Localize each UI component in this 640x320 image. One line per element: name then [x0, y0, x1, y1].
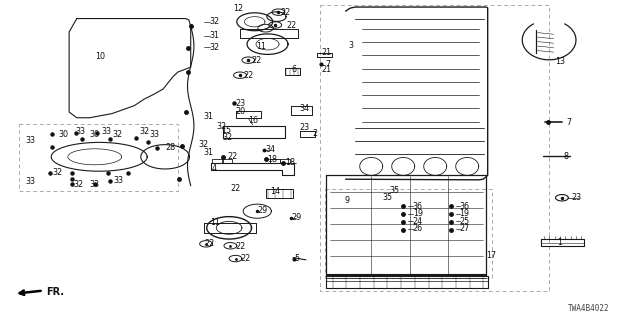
Text: 31: 31	[204, 148, 214, 157]
Bar	[19, 124, 178, 191]
Text: 10: 10	[95, 52, 105, 61]
Text: 22: 22	[236, 242, 246, 251]
Text: 20: 20	[236, 107, 246, 116]
Text: 19: 19	[460, 209, 470, 218]
Text: 4: 4	[211, 164, 216, 173]
Text: 22: 22	[287, 21, 297, 30]
Text: 23: 23	[236, 99, 246, 108]
Text: 32: 32	[210, 43, 220, 52]
Text: 8: 8	[563, 152, 568, 161]
Text: 32: 32	[216, 122, 227, 131]
Text: 1: 1	[557, 238, 562, 247]
Text: 33: 33	[76, 127, 86, 136]
Text: 33: 33	[90, 180, 100, 189]
Text: 30: 30	[90, 130, 100, 139]
Text: 19: 19	[413, 209, 423, 218]
Text: 33: 33	[26, 177, 36, 186]
Text: 32: 32	[140, 127, 150, 136]
Text: 7: 7	[325, 60, 330, 68]
Text: 22: 22	[230, 184, 241, 193]
Text: 29: 29	[257, 206, 268, 215]
Text: 6: 6	[291, 65, 296, 74]
Text: 27: 27	[460, 224, 470, 233]
Text: 32: 32	[52, 168, 63, 177]
Text: 29: 29	[291, 213, 301, 222]
Text: 14: 14	[270, 187, 280, 196]
Text: 33: 33	[26, 136, 36, 145]
Text: 30: 30	[59, 130, 69, 139]
Text: 22: 22	[243, 71, 253, 80]
Text: 33: 33	[149, 130, 159, 139]
Text: FR.: FR.	[46, 287, 64, 297]
Text: 16: 16	[248, 116, 259, 124]
Text: 12: 12	[234, 4, 244, 12]
Text: 22: 22	[227, 152, 237, 161]
Text: 32: 32	[210, 17, 220, 26]
Text: 32: 32	[113, 130, 123, 139]
Text: 31: 31	[204, 112, 214, 121]
Text: 18: 18	[268, 155, 278, 164]
Text: TWA4B4022: TWA4B4022	[568, 304, 610, 313]
Text: 25: 25	[460, 217, 470, 226]
Text: 31: 31	[210, 31, 220, 40]
Text: 5: 5	[294, 254, 300, 263]
Bar	[320, 5, 549, 291]
Text: 2: 2	[312, 129, 317, 138]
Text: 22: 22	[251, 56, 261, 65]
Text: 15: 15	[221, 126, 231, 135]
Text: 32: 32	[223, 133, 233, 142]
Text: 35: 35	[389, 186, 399, 195]
Text: 36: 36	[413, 202, 423, 211]
Text: 23: 23	[300, 123, 310, 132]
Text: 36: 36	[460, 202, 470, 211]
Text: 34: 34	[300, 104, 310, 113]
Text: 11: 11	[210, 218, 220, 227]
Text: 22: 22	[280, 8, 291, 17]
Text: 21: 21	[321, 65, 332, 74]
Text: 18: 18	[285, 158, 295, 167]
Text: 13: 13	[556, 57, 566, 66]
Bar	[325, 189, 492, 278]
Text: 9: 9	[344, 196, 349, 204]
Text: 24: 24	[413, 217, 423, 226]
Text: 34: 34	[266, 145, 276, 154]
Text: 28: 28	[165, 143, 175, 152]
Text: 32: 32	[198, 140, 209, 149]
Text: 33: 33	[101, 127, 111, 136]
Text: 35: 35	[383, 193, 393, 202]
Text: 11: 11	[256, 42, 266, 51]
Text: 3: 3	[349, 41, 354, 50]
Text: 23: 23	[571, 193, 581, 202]
Text: 21: 21	[321, 48, 332, 57]
Text: 32: 32	[74, 180, 84, 189]
Text: 17: 17	[486, 252, 497, 260]
Text: 22: 22	[240, 254, 250, 263]
Text: 26: 26	[413, 224, 423, 233]
Text: 22: 22	[205, 239, 215, 248]
Text: 33: 33	[114, 176, 124, 185]
Text: 7: 7	[566, 118, 572, 127]
